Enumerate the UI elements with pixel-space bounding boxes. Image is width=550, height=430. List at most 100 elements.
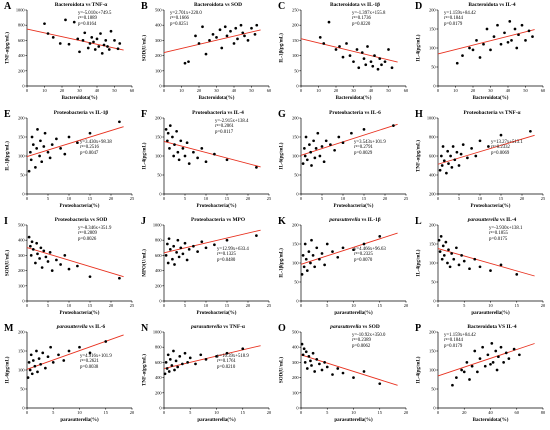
data-point (173, 143, 176, 146)
data-point (166, 139, 169, 143)
y-axis-label: IL-4(pg/mL) (417, 249, 422, 276)
regression-stats: y=3.543x+101.9 r²=0.2791 p=0.0029 (354, 140, 386, 156)
y-tick-label: 100 (292, 154, 299, 159)
panel-title: Proteobacteria vs IL-6 (329, 110, 381, 116)
data-point (220, 46, 224, 50)
data-point (304, 257, 308, 261)
data-point (364, 63, 368, 67)
y-tick-label: 800 (18, 23, 25, 28)
data-point (380, 63, 383, 67)
data-point (176, 150, 180, 154)
x-tick-label: 0 (163, 410, 166, 415)
y-tick-label: 100 (429, 46, 436, 51)
data-point (246, 39, 250, 42)
data-point (200, 147, 204, 150)
data-point (325, 242, 329, 246)
data-point (223, 25, 227, 29)
y-tick-label: 200 (155, 283, 162, 288)
data-point (42, 145, 46, 148)
data-point (307, 250, 311, 253)
data-point (183, 61, 187, 65)
data-point (450, 166, 454, 169)
panel-plot: 0 5 10 15 20050100150200parasutterella(%)IL-… (6, 330, 136, 424)
data-point (303, 361, 307, 364)
panel-letter: M (4, 323, 14, 334)
data-point (313, 156, 317, 160)
data-point (348, 54, 352, 57)
y-tick-label: 0 (159, 84, 162, 89)
y-tick-label: 150 (292, 242, 299, 247)
y-axis-label: SOD(U/mL) (143, 35, 148, 61)
panel-plot: 0 5 10 15 20 25 0 100 200 300 400 500 Proteobacteria… (6, 223, 136, 317)
x-tick-label: 5 (184, 303, 187, 308)
stats-line: p=0.0029 (354, 150, 373, 156)
panel-plot: 0 5 10 15 20 25 200 400 600 800 1000 Proteobacteria… (417, 116, 547, 210)
regression-stats: y=-2.915x+138.4 r²=0.2061 p=0.0117 (215, 119, 248, 135)
data-point (30, 372, 34, 376)
stats-line: p=0.0175 (489, 236, 508, 242)
data-point (455, 150, 459, 154)
x-tick-label: 10 (488, 303, 493, 308)
data-point (194, 34, 197, 38)
data-point (362, 128, 366, 131)
y-tick-label: 200 (155, 53, 162, 58)
data-point (455, 246, 458, 250)
stats-line: r²=0.1855 (489, 231, 508, 237)
y-tick-label: 150 (155, 135, 162, 140)
panel-letter: G (278, 109, 286, 120)
stats-line: r²=0.2061 (215, 124, 234, 130)
panel-title: Proteobacteria vs IL-4 (192, 110, 244, 116)
x-tick-label: 20 (267, 410, 272, 415)
x-tick-label: 15 (378, 410, 383, 415)
data-point (225, 238, 229, 242)
regression-stats: y=12.99x+633.4 r²=0.1325 p=0.0480 (217, 247, 249, 263)
data-point (28, 368, 32, 372)
data-point (81, 39, 85, 42)
data-point (36, 370, 39, 374)
data-point (441, 145, 445, 148)
data-point (118, 120, 121, 124)
panel-title: Bacteroidota vs IL-4 (468, 2, 516, 8)
y-tick-label: 50 (20, 387, 25, 392)
data-point (492, 35, 496, 38)
data-point (453, 158, 457, 162)
data-point (451, 145, 455, 148)
data-point (487, 145, 490, 148)
data-point (466, 156, 469, 160)
x-axis-label: parasutterella(%) (334, 418, 373, 423)
data-point (72, 20, 76, 24)
data-point (192, 244, 195, 248)
data-point (491, 361, 495, 364)
panel-plot: 0 10 20 30 40 50 60 0 50 100 150 200 Bacteroidota(%)… (417, 8, 547, 102)
data-point (176, 238, 180, 242)
stats-line: r²=0.2332 (491, 145, 510, 151)
y-tick-label: 800 (155, 238, 162, 243)
data-point (76, 141, 79, 145)
data-point (468, 378, 471, 381)
y-tick-label: 400 (18, 238, 25, 243)
y-tick-label: 50 (431, 280, 436, 285)
data-point (67, 135, 71, 139)
y-axis-label: TNF-α(pg/mL) (6, 32, 11, 64)
data-point (44, 255, 48, 259)
data-point (474, 154, 478, 158)
data-point (322, 42, 326, 45)
stats-line: y=-8.346x+351.9 (78, 226, 112, 231)
data-point (62, 359, 66, 362)
data-point (164, 254, 168, 257)
x-tick-label: 15 (225, 196, 230, 201)
x-axis-label: Bacteroidota(%) (473, 96, 509, 101)
data-point (316, 131, 320, 135)
data-point (31, 247, 35, 251)
data-point (255, 166, 258, 169)
data-point (46, 355, 50, 359)
scatter-panel-f: F Proteobacteria vs IL-4 0 5 10 15 20 25 0 50 100 1… (139, 109, 273, 210)
stats-line: r²=0.1325 (217, 252, 236, 258)
x-tick-label: 10 (67, 196, 72, 201)
x-tick-label: 60 (130, 88, 135, 93)
panel-title: Proteobacteria vs MPO (190, 217, 246, 223)
data-point (166, 261, 170, 265)
y-tick-label: 0 (22, 84, 25, 89)
panel-plot: 0 5 10 15 20 25 0 50 100 150 200 Proteobacteria(%) I… (143, 116, 273, 210)
data-point (178, 354, 182, 358)
